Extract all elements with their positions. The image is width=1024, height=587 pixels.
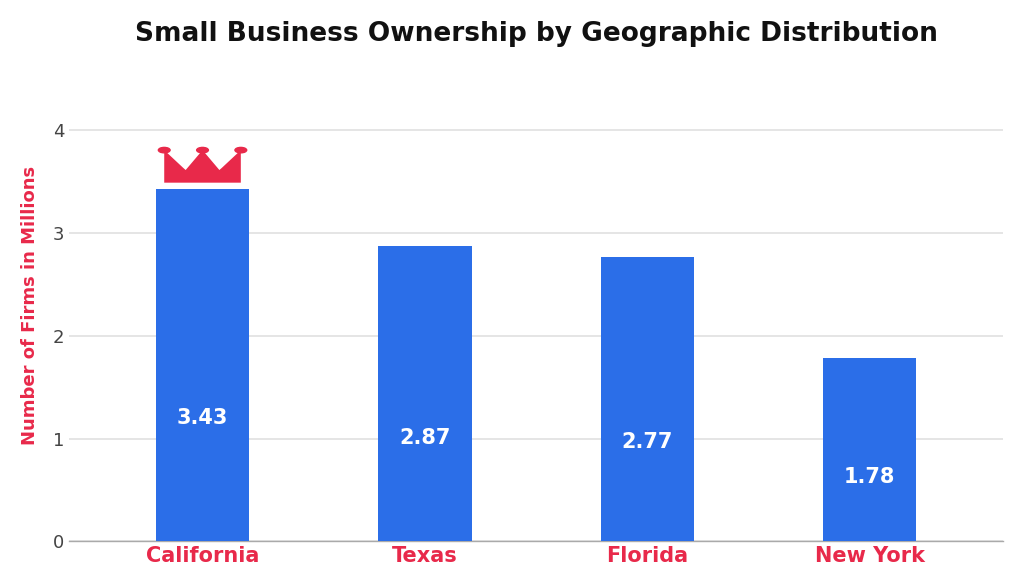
- Text: 1.78: 1.78: [844, 467, 895, 487]
- Circle shape: [234, 147, 247, 153]
- Circle shape: [159, 147, 170, 153]
- Circle shape: [197, 147, 209, 153]
- Text: 2.77: 2.77: [622, 431, 673, 451]
- Title: Small Business Ownership by Geographic Distribution: Small Business Ownership by Geographic D…: [135, 21, 938, 47]
- Bar: [601, 257, 694, 541]
- Text: 2.87: 2.87: [399, 428, 451, 448]
- Bar: [823, 359, 916, 541]
- Polygon shape: [164, 150, 241, 183]
- Bar: [156, 189, 249, 541]
- Bar: [378, 247, 472, 541]
- Text: 3.43: 3.43: [177, 408, 228, 428]
- Y-axis label: Number of Firms in Millions: Number of Firms in Millions: [20, 166, 39, 444]
